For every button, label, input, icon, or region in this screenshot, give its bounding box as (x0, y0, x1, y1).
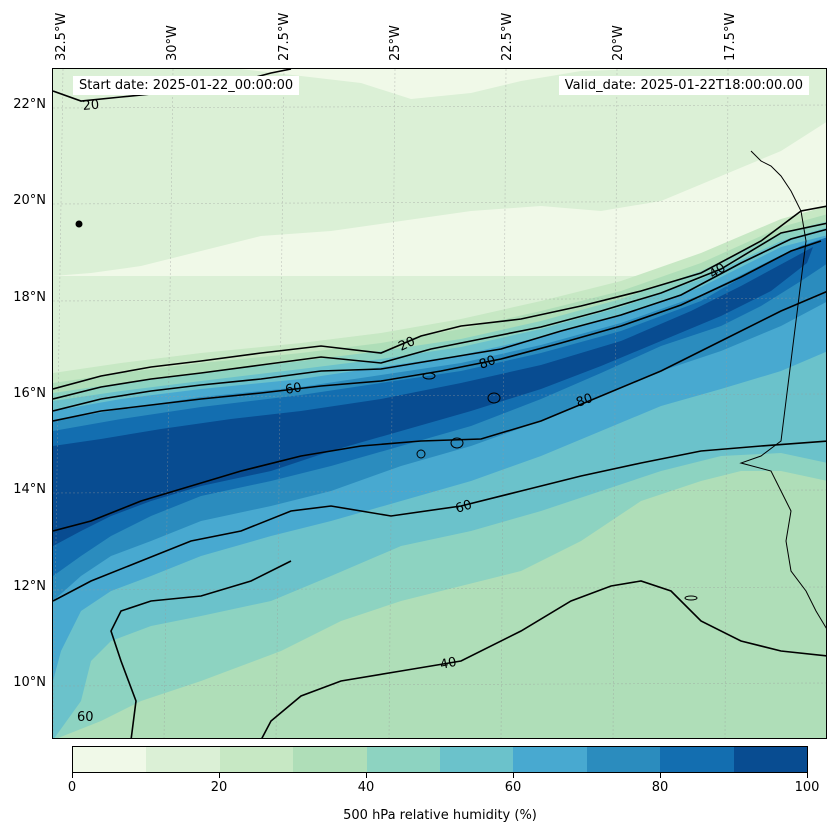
map-canvas: 20 20 40 60 80 80 60 40 60 (53, 69, 826, 738)
colorbar-seg-40-50 (366, 747, 441, 772)
contour-60-north (53, 228, 826, 412)
humidity-map: 20 20 40 60 80 80 60 40 60 (52, 68, 827, 739)
contour-60-south (53, 440, 826, 602)
colorbar-label-40: 40 (357, 780, 375, 795)
contour-80-south (53, 290, 826, 532)
lon-label-30w: 30°W (165, 25, 180, 61)
contour-label-60-southwest: 60 (77, 710, 94, 725)
colorbar-tick-40 (366, 773, 367, 778)
colorbar-seg-30-40 (293, 747, 367, 772)
lat-label-14n: 14°N (13, 482, 46, 497)
colorbar-label-20: 20 (210, 780, 228, 795)
graticule (53, 69, 826, 738)
lat-label-20n: 20°N (13, 193, 46, 208)
valid-date-label: Valid_date: 2025-01-22T18:00:00.00 (558, 76, 809, 95)
contour-label-60-north: 60 (284, 380, 303, 398)
lat-label-10n: 10°N (13, 675, 46, 690)
colorbar-seg-70-80 (586, 747, 661, 772)
contour-label-80-south: 80 (574, 391, 595, 411)
colorbar-tick-60 (513, 773, 514, 778)
contour-label-20-north: 20 (82, 98, 100, 114)
colorbar-seg-20-30 (219, 747, 294, 772)
lon-label-22.5w: 22.5°W (500, 12, 515, 61)
contour-label-80-north: 80 (477, 353, 498, 373)
contour-label-60-south: 60 (454, 497, 474, 516)
contour-lines (53, 69, 826, 738)
contour-label-20-band: 20 (396, 334, 417, 355)
lon-label-25w: 25°W (388, 25, 403, 61)
lat-label-22n: 22°N (13, 97, 46, 112)
lon-label-32.5w: 32.5°W (54, 12, 69, 61)
contour-20-band (53, 205, 826, 390)
colorbar-tick-20 (219, 773, 220, 778)
colorbar-title: 500 hPa relative humidity (%) (343, 808, 537, 823)
coastline (75, 150, 826, 629)
lon-label-20w: 20°W (611, 25, 626, 61)
contour-60-southwest (110, 560, 292, 738)
contour-80-north (53, 240, 822, 422)
start-date-label: Start date: 2025-01-22_00:00:00 (73, 76, 300, 95)
colorbar-tick-0 (72, 773, 73, 778)
lon-label-27.5w: 27.5°W (277, 12, 292, 61)
colorbar-label-100: 100 (794, 780, 820, 795)
contour-label-40-south: 40 (439, 655, 458, 673)
colorbar-tick-80 (660, 773, 661, 778)
colorbar-seg-10-20 (146, 747, 220, 772)
contour-40-south (261, 580, 826, 738)
colorbar-seg-60-70 (513, 747, 587, 772)
colorbar-seg-80-90 (660, 747, 734, 772)
colorbar-seg-50-60 (440, 747, 514, 772)
lat-label-18n: 18°N (13, 290, 46, 305)
colorbar-label-60: 60 (504, 780, 522, 795)
colorbar-seg-0-10 (73, 747, 147, 772)
colorbar-seg-90-100 (733, 747, 808, 772)
colorbar-label-0: 0 (67, 780, 77, 795)
colorbar-tick-100 (807, 773, 808, 778)
colorbar-label-80: 80 (651, 780, 669, 795)
lat-label-12n: 12°N (13, 579, 46, 594)
contour-40-north (53, 222, 826, 400)
lat-label-16n: 16°N (13, 386, 46, 401)
colorbar (72, 746, 808, 773)
lon-label-17.5w: 17.5°W (723, 12, 738, 61)
